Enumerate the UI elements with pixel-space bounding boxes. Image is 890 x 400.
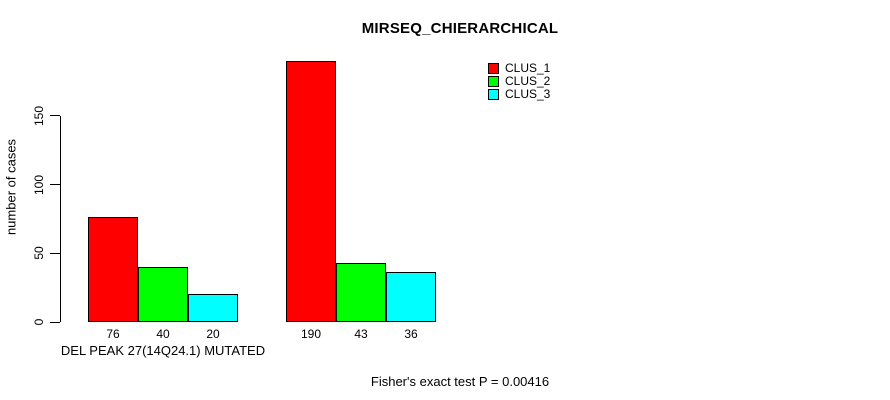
legend-swatch-icon <box>488 76 499 87</box>
bar-value-label: 20 <box>206 327 220 341</box>
legend-label: CLUS_3 <box>505 87 551 101</box>
bar-clus_1-group2 <box>286 61 336 322</box>
legend-item-clus_3: CLUS_3 <box>488 88 550 101</box>
y-tick-label: 100 <box>32 174 46 195</box>
bar-value-label: 43 <box>354 327 368 341</box>
bar-clus_1-group1 <box>88 217 138 322</box>
legend-swatch-icon <box>488 63 499 74</box>
y-tick-mark <box>50 184 60 185</box>
bar-value-label: 40 <box>156 327 170 341</box>
legend-item-clus_1: CLUS_1 <box>488 62 550 75</box>
legend-swatch-icon <box>488 89 499 100</box>
bar-value-label: 36 <box>404 327 418 341</box>
legend-label: CLUS_1 <box>505 61 551 75</box>
y-tick-mark <box>50 321 60 323</box>
legend-item-clus_2: CLUS_2 <box>488 75 550 88</box>
y-axis-title: number of cases <box>3 138 19 236</box>
y-tick-label: 50 <box>32 246 46 260</box>
bar-clus_3-group1 <box>188 294 238 322</box>
pvalue-annotation: Fisher's exact test P = 0.00416 <box>370 374 550 389</box>
x-axis-label: DEL PEAK 27(14Q24.1) MUTATED <box>60 343 266 358</box>
y-tick-label: 150 <box>32 105 46 126</box>
y-tick-label: 0 <box>32 318 46 326</box>
y-tick-mark <box>50 115 60 117</box>
legend: CLUS_1 CLUS_2 CLUS_3 <box>488 62 550 101</box>
bar-value-label: 76 <box>106 327 120 341</box>
bar-clus_2-group1 <box>138 267 188 322</box>
legend-label: CLUS_2 <box>505 74 551 88</box>
y-tick-mark <box>50 252 60 254</box>
bar-clus_2-group2 <box>336 263 386 322</box>
bar-clus_3-group2 <box>386 272 436 322</box>
y-axis-line <box>60 116 61 322</box>
bar-value-label: 190 <box>300 327 322 341</box>
chart-title: MIRSEQ_CHIERARCHICAL <box>361 20 559 37</box>
